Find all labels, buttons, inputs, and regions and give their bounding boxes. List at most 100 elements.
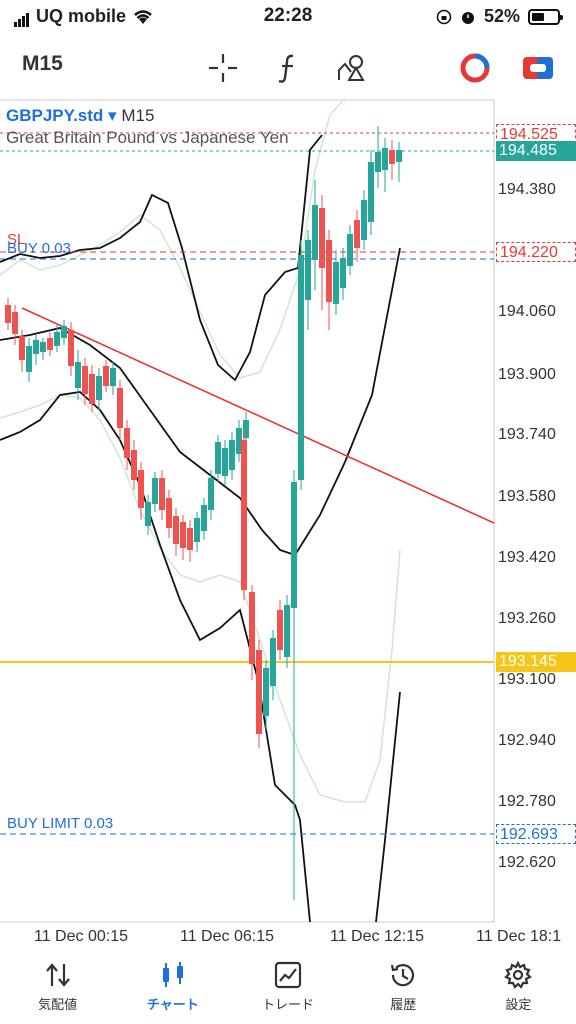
x-axis-label: 11 Dec 18:1 <box>476 928 562 945</box>
candle-5 <box>33 335 39 365</box>
buy-limit-price-tag: 192.693 <box>496 824 576 844</box>
battery-icon <box>528 8 563 25</box>
candle-52 <box>354 210 360 262</box>
candle-39 <box>263 660 269 730</box>
symbol-name: GBPJPY.std <box>6 106 104 125</box>
candle-50 <box>340 248 346 300</box>
candle-36 <box>241 430 247 600</box>
candle-58 <box>396 142 402 182</box>
candle-2 <box>12 305 18 345</box>
nav-chart[interactable]: チャート <box>115 952 230 1024</box>
y-axis-label: 192.620 <box>498 854 556 871</box>
candle-12 <box>82 358 88 405</box>
timeframe-button[interactable]: M15 <box>22 52 63 75</box>
candle-25 <box>173 508 179 556</box>
candle-32 <box>222 440 228 486</box>
candle-22 <box>152 472 158 512</box>
carrier-name: UQ mobile <box>36 6 127 26</box>
bollinger-upper <box>0 134 323 382</box>
x-axis-label: 11 Dec 12:15 <box>330 928 424 945</box>
candle-27 <box>187 520 193 562</box>
candle-3 <box>19 330 25 372</box>
candle-6 <box>40 338 46 360</box>
carrier: UQ mobile <box>14 6 154 27</box>
y-axis-label: 193.260 <box>498 610 556 627</box>
wifi-icon <box>134 9 152 24</box>
candle-17 <box>117 380 123 440</box>
nav-settings[interactable]: 設定 <box>461 952 576 1024</box>
candle-16 <box>110 362 116 395</box>
nav-trade[interactable]: トレード <box>230 952 345 1024</box>
history-icon <box>391 964 415 987</box>
nav-label: 履歴 <box>390 997 417 1012</box>
candle-54 <box>368 150 374 235</box>
candle-24 <box>166 490 172 538</box>
candle-56 <box>382 138 388 192</box>
candle-9 <box>61 320 67 345</box>
y-axis-label: 193.740 <box>498 426 556 443</box>
y-axis-label: 194.380 <box>498 181 556 198</box>
chart-icon <box>162 962 183 987</box>
trade-panel-icon[interactable] <box>518 48 558 88</box>
trade-icon <box>274 961 302 989</box>
candle-48 <box>326 230 332 330</box>
nav-label: 設定 <box>505 997 532 1012</box>
candle-8 <box>54 325 60 352</box>
candle-37 <box>249 585 255 680</box>
candle-15 <box>103 360 109 392</box>
candle-23 <box>159 470 165 520</box>
nav-quotes[interactable]: 気配値 <box>0 952 115 1024</box>
nav-label: 気配値 <box>38 997 78 1012</box>
candle-49 <box>333 250 339 315</box>
symbol-selector[interactable]: GBPJPY.std ▾ M15 <box>6 106 154 126</box>
candle-34 <box>236 420 242 462</box>
y-axis-label: 192.940 <box>498 732 556 749</box>
candle-44 <box>298 240 304 490</box>
one-click-trading-icon[interactable] <box>455 48 495 88</box>
x-axis-label: 11 Dec 00:15 <box>34 928 128 945</box>
indicators-icon[interactable] <box>268 48 308 88</box>
bid-price-tag: 194.485 <box>496 141 576 161</box>
candle-30 <box>208 470 214 520</box>
candle-4 <box>26 338 32 382</box>
bollinger-middle <box>0 247 401 557</box>
candle-57 <box>389 140 395 180</box>
candle-26 <box>180 515 186 560</box>
candle-10 <box>68 322 74 376</box>
chart-toolbar: M15 <box>0 38 576 94</box>
battery-level <box>532 12 545 21</box>
symbol-dropdown-icon: ▾ <box>108 106 117 125</box>
price-chart[interactable] <box>0 98 576 952</box>
candle-45 <box>305 230 311 330</box>
candle-43 <box>291 470 297 900</box>
candle-51 <box>347 225 353 275</box>
bottom-navigation: 気配値 チャート トレード 履歴 設定 <box>0 952 576 1024</box>
envelope-lower <box>0 394 401 803</box>
settings-icon <box>504 960 533 989</box>
alert-price-tag: 193.145 <box>496 652 576 672</box>
candle-29 <box>201 498 207 540</box>
candle-33 <box>229 432 235 480</box>
candle-19 <box>131 440 137 490</box>
x-axis-label: 11 Dec 06:15 <box>180 928 274 945</box>
nav-history[interactable]: 履歴 <box>346 952 461 1024</box>
objects-icon[interactable] <box>332 48 372 88</box>
crosshair-icon[interactable] <box>203 48 243 88</box>
candle-55 <box>375 126 381 188</box>
buy-label: BUY 0.03 <box>7 240 71 257</box>
y-axis-label: 192.780 <box>498 793 556 810</box>
candle-31 <box>215 435 221 482</box>
candle-18 <box>124 420 130 470</box>
candle-40 <box>270 630 276 700</box>
sl-label: SL <box>7 231 26 248</box>
candle-13 <box>89 365 95 412</box>
trendline[interactable] <box>21 307 495 524</box>
candle-47 <box>319 195 325 310</box>
buy-limit-label: BUY LIMIT 0.03 <box>7 815 114 832</box>
y-axis-label: 193.100 <box>498 671 556 688</box>
y-axis-label: 193.420 <box>498 549 556 566</box>
status-bar: UQ mobile 22:28 52% <box>0 0 576 34</box>
candle-53 <box>361 190 367 250</box>
candle-21 <box>145 495 151 535</box>
candle-42 <box>284 595 290 668</box>
